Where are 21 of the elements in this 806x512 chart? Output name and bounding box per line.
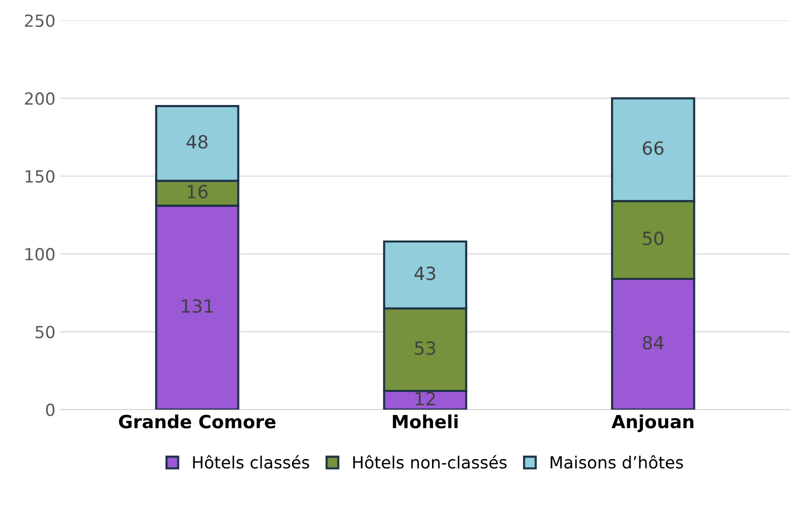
data-label: 66 xyxy=(642,141,664,155)
x-tick-label: Anjouan xyxy=(612,414,694,432)
y-tick-label: 50 xyxy=(36,326,54,338)
data-label: 53 xyxy=(415,341,436,355)
y-tick-label: 100 xyxy=(26,248,54,261)
data-label: 50 xyxy=(643,232,664,246)
data-label: 131 xyxy=(182,299,213,313)
data-label: 12 xyxy=(416,392,435,406)
data-label: 43 xyxy=(414,266,436,280)
x-tick-label: Grande Comore xyxy=(118,414,276,428)
data-label: 48 xyxy=(186,135,208,149)
y-tick-label: 150 xyxy=(26,170,54,183)
y-tick-label: 200 xyxy=(25,92,54,105)
data-label: 84 xyxy=(642,336,664,350)
legend-label: Hôtels non-classés xyxy=(353,455,507,469)
x-tick-label: Moheli xyxy=(392,414,458,428)
legend-label: Hôtels classés xyxy=(193,455,310,469)
y-tick-label: 0 xyxy=(46,404,54,416)
legend-label: Maisons d’hôtes xyxy=(550,455,684,469)
y-tick-label: 250 xyxy=(25,14,54,28)
data-label: 16 xyxy=(188,184,208,198)
